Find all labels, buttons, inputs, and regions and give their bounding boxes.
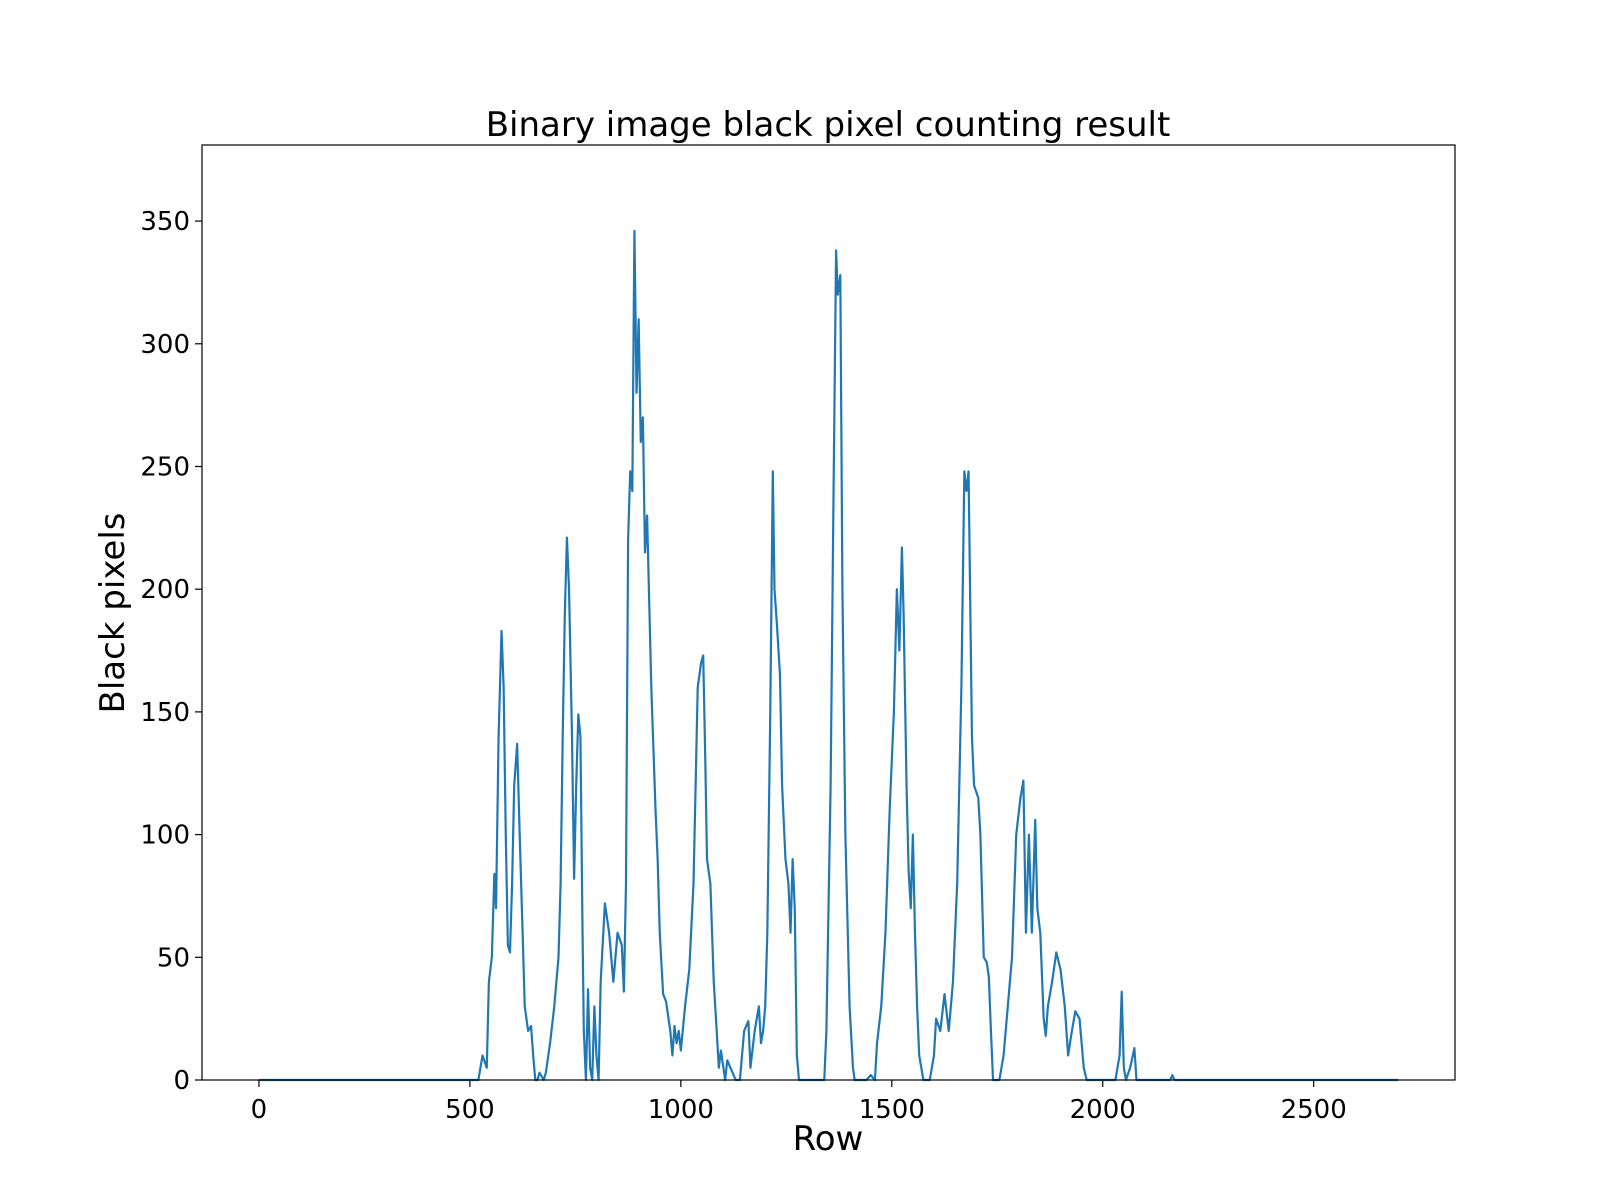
x-tick-label: 0: [251, 1095, 268, 1125]
x-tick-label: 1000: [648, 1095, 714, 1125]
y-tick-label: 100: [140, 821, 190, 851]
y-tick-label: 150: [140, 698, 190, 728]
x-axis-label: Row: [793, 1119, 864, 1159]
y-tick-label: 50: [157, 943, 190, 973]
y-axis-label: Black pixels: [93, 513, 133, 714]
y-tick-label: 300: [140, 330, 190, 360]
x-tick-label: 1500: [859, 1095, 925, 1125]
x-tick-label: 2500: [1281, 1095, 1347, 1125]
y-tick-label: 250: [140, 452, 190, 482]
plot-frame: [201, 144, 1456, 1081]
x-tick-label: 2000: [1070, 1095, 1136, 1125]
y-tick-label: 0: [173, 1066, 190, 1096]
data-line: [258, 229, 1399, 1082]
chart-title: Binary image black pixel counting result: [486, 105, 1171, 145]
y-tick-label: 200: [140, 575, 190, 605]
x-tick-label: 500: [445, 1095, 495, 1125]
y-tick-label: 350: [140, 207, 190, 237]
